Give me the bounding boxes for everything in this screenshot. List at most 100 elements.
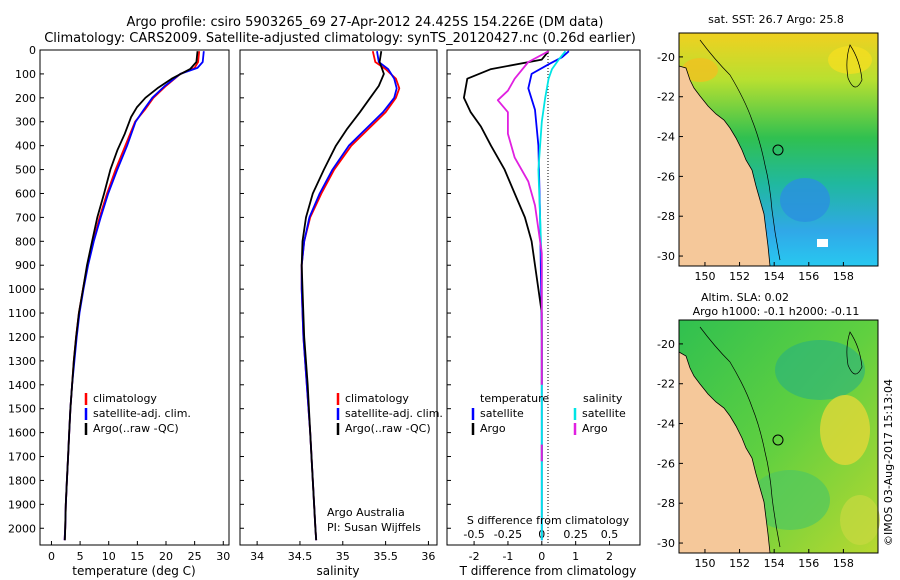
legend-satellite-label: satellite-adj. clim.: [345, 407, 443, 420]
difference-ticks: -2 -1 0 1 2-0.5 -0.25 0 0.25 0.5: [447, 49, 619, 563]
map-x-tick-label: 152: [729, 270, 750, 283]
legend-argo-label: Argo(..raw -QC): [93, 422, 179, 435]
x-tick-label: 36: [421, 550, 435, 563]
map-y-tick-label: -20: [657, 51, 675, 64]
reef-contour: [846, 44, 863, 88]
salinity-panel: 34 34.5 35 35.5 36 salinity climatology sate…: [239, 49, 443, 578]
y-tick-label: 100: [15, 68, 36, 81]
map-y-tick-label: -22: [657, 378, 675, 391]
y-tick-label: 600: [15, 187, 36, 200]
y-tick-label: 1700: [8, 451, 36, 464]
sla-low-patch: [775, 340, 865, 400]
y-tick-label: 300: [15, 116, 36, 129]
sla-map-title-2: Argo h1000: -0.1 h2000: -0.11: [693, 305, 860, 318]
y-tick-label: 800: [15, 235, 36, 248]
map-y-tick-label: -26: [657, 170, 675, 183]
map-x-tick-label: 156: [798, 270, 819, 283]
y-tick-label: 200: [15, 92, 36, 105]
x-tick-label: 2: [606, 550, 613, 563]
sst-map-frame: [678, 32, 879, 267]
legend-satellite-label: satellite-adj. clim.: [93, 407, 191, 420]
land-mass: [678, 351, 771, 554]
sla-map-ticks: 150 152 154 156 158 -20 -22 -24 -26 -28 -30: [657, 338, 854, 570]
legend-climatology-label: climatology: [93, 392, 157, 405]
legend-t-satellite-label: satellite: [480, 407, 524, 420]
difference-xlabel: T difference from climatology: [459, 564, 637, 578]
x-tick-label: -1: [502, 550, 513, 563]
sst-warm-patch: [682, 58, 718, 82]
map-y-tick-label: -30: [657, 250, 675, 263]
map-x-tick-label: 158: [833, 557, 854, 570]
salinity-lines: [300, 50, 401, 541]
x-tick-label: 0: [538, 550, 545, 563]
map-x-tick-label: 154: [764, 270, 785, 283]
legend-s-argo-label: Argo: [582, 422, 608, 435]
sst-map-title: sat. SST: 26.7 Argo: 25.8: [708, 13, 844, 26]
bathymetry-contour: [699, 326, 781, 548]
x-tick-label: 15: [130, 550, 144, 563]
sst-cool-patch: [780, 178, 830, 222]
imos-credit: ©IMOS 03-Aug-2017 15:13:04: [882, 379, 895, 546]
map-y-tick-label: -24: [657, 131, 675, 144]
legend-climatology-label: climatology: [345, 392, 409, 405]
map-y-tick-label: -26: [657, 457, 675, 470]
argo-location-marker: [772, 144, 784, 156]
salinity-ticks: 34 34.5 35 35.5 36: [240, 49, 435, 563]
salinity-legend: climatology satellite-adj. clim. Argo(..…: [336, 392, 443, 435]
land-mass: [678, 65, 771, 267]
argo-location-marker: [772, 434, 784, 446]
x-tick-label: 25: [188, 550, 202, 563]
legend-s-satellite-label: satellite: [582, 407, 626, 420]
x-tick-label: 30: [216, 550, 230, 563]
s-tick-label: -0.25: [494, 528, 522, 541]
sla-high-patch: [820, 395, 870, 465]
difference-x2label: S difference from climatology: [467, 514, 630, 527]
map-y-tick-label: -24: [657, 418, 675, 431]
y-tick-label: 900: [15, 259, 36, 272]
x-tick-label: 34.5: [288, 550, 313, 563]
s-tick-label: -0.5: [463, 528, 484, 541]
y-tick-label: 400: [15, 140, 36, 153]
sst-warm-patch: [828, 46, 872, 74]
y-tick-label: 500: [15, 164, 36, 177]
y-tick-label: 1000: [8, 283, 36, 296]
x-tick-label: 34: [250, 550, 264, 563]
y-tick-label: 1300: [8, 355, 36, 368]
map-y-tick-label: -28: [657, 497, 675, 510]
map-y-tick-label: -20: [657, 338, 675, 351]
temperature-panel: 0100200300400500600700800900100011001200…: [8, 44, 230, 578]
y-tick-label: 1100: [8, 307, 36, 320]
temperature-legend: climatology satellite-adj. clim. Argo(..…: [84, 392, 191, 435]
difference-lines: [462, 50, 570, 541]
s-tick-label: 0.5: [601, 528, 619, 541]
map-x-tick-label: 150: [694, 270, 715, 283]
salinity-xlabel: salinity: [316, 564, 359, 578]
x-tick-label: 20: [159, 550, 173, 563]
y-tick-label: 2000: [8, 522, 36, 535]
sla-map-frame: [678, 319, 879, 554]
map-x-tick-label: 156: [798, 557, 819, 570]
sla-patch: [750, 470, 830, 530]
legend-temperature-header: temperature: [480, 392, 549, 405]
temperature-xlabel: temperature (deg C): [72, 564, 195, 578]
title-line-2: Climatology: CARS2009. Satellite-adjuste…: [44, 31, 636, 46]
map-y-tick-label: -28: [657, 210, 675, 223]
sla-patch: [840, 495, 880, 545]
series-line-salinity-argo: [496, 50, 550, 385]
map-x-tick-label: 150: [694, 557, 715, 570]
y-tick-label: 1200: [8, 331, 36, 344]
map-y-tick-label: -30: [657, 537, 675, 550]
x-tick-label: 35.5: [373, 550, 398, 563]
sst-missing-data: [817, 239, 828, 247]
map-x-tick-label: 154: [764, 557, 785, 570]
temperature-lines: [63, 51, 205, 541]
sla-map-title-1: Altim. SLA: 0.02: [701, 291, 789, 304]
bathymetry-contour: [699, 39, 781, 261]
credit-institution: Argo Australia: [327, 506, 405, 519]
x-tick-label: 1: [572, 550, 579, 563]
temperature-ticks: 0100200300400500600700800900100011001200…: [8, 44, 230, 563]
salinity-axes-frame: [239, 49, 438, 546]
x-tick-label: 35: [336, 550, 350, 563]
y-tick-label: 1500: [8, 403, 36, 416]
